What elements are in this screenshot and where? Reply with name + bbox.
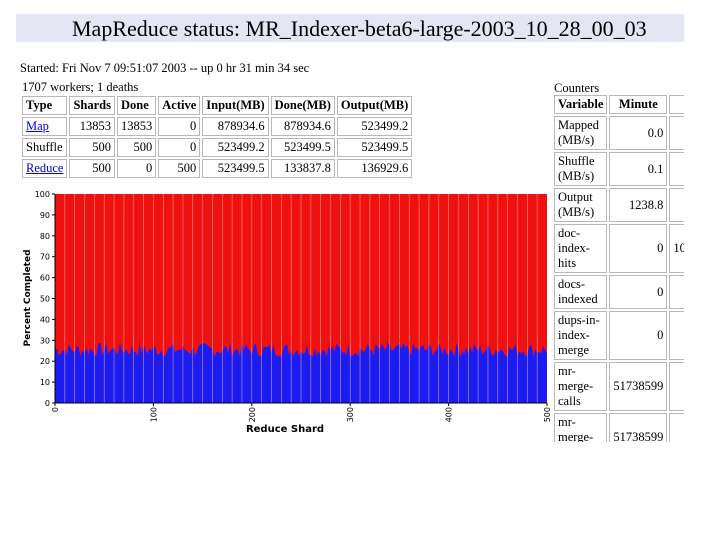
reduce-link[interactable]: Reduce [26,161,64,175]
counter-variable: Mapped (MB/s) [554,116,608,150]
counter-row: mr-merge-outputs 51738599 [554,413,684,442]
counter-value: 0 [609,311,668,360]
counter-row: Mapped (MB/s) 0.0 [554,116,684,150]
col-variable: Variable [554,95,608,114]
counter-variable: mr-merge-outputs [554,413,608,442]
plot-area [55,194,547,403]
page-title: MapReduce status: MR_Indexer-beta6-large… [72,16,647,41]
x-tick-label: 0 [51,407,60,412]
y-axis-label: Percent Completed [23,249,33,346]
y-tick-label: 80 [40,232,50,241]
cell-done: 500 [117,138,157,157]
title-bar: MapReduce status: MR_Indexer-beta6-large… [16,14,684,42]
y-tick-label: 10 [40,378,50,387]
y-tick-label: 90 [40,211,50,220]
table-row-shuffle: Shuffle 500 500 0 523499.2 523499.5 5234… [22,138,413,157]
x-tick-label: 500 [543,407,550,422]
map-link[interactable]: Map [26,119,49,133]
counter-value: 0 [609,224,668,273]
counter-row: Shuffle (MB/s) 0.1 [554,152,684,186]
counter-variable: Shuffle (MB/s) [554,152,608,186]
counters-header-row: Variable Minute [554,95,684,114]
cell-input-mb: 523499.5 [202,159,269,178]
counters-table: Variable Minute Mapped (MB/s) 0.0 Shuffl… [552,93,684,442]
cell-input-mb: 523499.2 [202,138,269,157]
y-tick-label: 100 [35,190,50,199]
cell-shards: 13853 [69,117,116,136]
col-type: Type [22,96,68,115]
counter-row: dups-in-index-merge 0 [554,311,684,360]
cell-active: 0 [158,138,201,157]
y-tick-label: 20 [40,357,50,366]
x-tick-label: 400 [445,407,454,422]
counter-row: docs-indexed 0 [554,275,684,309]
counters-panel: Variable Minute Mapped (MB/s) 0.0 Shuffl… [552,93,684,442]
cell-done: 0 [117,159,157,178]
x-tick-label: 300 [346,407,355,422]
phase-status-table: Type Shards Done Active Input(MB) Done(M… [20,94,414,180]
cell-output-mb: 523499.2 [336,117,413,136]
y-tick-label: 50 [40,295,50,304]
col-done: Done [117,96,157,115]
counter-value: 51738599 [609,362,668,411]
cell-shards: 500 [69,138,116,157]
counters-label: Counters [554,81,600,95]
counter-row: doc-index-hits 0 10 [554,224,684,273]
counter-variable: docs-indexed [554,275,608,309]
y-axis: 0 10 20 30 40 50 60 70 80 90 100 [35,190,56,408]
counter-value: 51738599 [609,413,668,442]
table-row-map: Map 13853 13853 0 878934.6 878934.6 5234… [22,117,413,136]
cell-type: Shuffle [22,138,68,157]
cell-shards: 500 [69,159,116,178]
counter-extra-value: 10 [669,224,684,273]
counter-value: 1238.8 [609,188,668,222]
counter-row: Output (MB/s) 1238.8 [554,188,684,222]
counter-variable: Output (MB/s) [554,188,608,222]
col-active: Active [158,96,201,115]
cell-done-mb: 523499.5 [270,138,335,157]
counter-value: 0 [609,275,668,309]
workers-status: 1707 workers; 1 deaths [22,80,139,94]
cell-output-mb: 523499.5 [336,138,413,157]
col-input-mb: Input(MB) [202,96,269,115]
y-tick-label: 0 [45,399,50,408]
col-extra [669,95,684,114]
col-output-mb: Output(MB) [336,96,413,115]
counter-variable: doc-index-hits [554,224,608,273]
x-axis: 0 100 200 300 400 500 [51,402,550,422]
counter-variable: dups-in-index-merge [554,311,608,360]
table-header-row: Type Shards Done Active Input(MB) Done(M… [22,96,413,115]
y-tick-label: 60 [40,274,50,283]
cell-input-mb: 878934.6 [202,117,269,136]
cell-active: 0 [158,117,201,136]
col-shards: Shards [69,96,116,115]
started-status: Started: Fri Nov 7 09:51:07 2003 -- up 0… [20,61,310,75]
cell-done-mb: 878934.6 [270,117,335,136]
counter-value: 0.1 [609,152,668,186]
x-axis-label: Reduce Shard [246,424,324,435]
x-tick-label: 100 [149,407,158,422]
cell-output-mb: 136929.6 [336,159,413,178]
counter-value: 0.0 [609,116,668,150]
cell-done: 13853 [117,117,157,136]
y-tick-label: 70 [40,253,50,262]
cell-done-mb: 133837.8 [270,159,335,178]
counter-row: mr-merge-calls 51738599 [554,362,684,411]
y-tick-label: 30 [40,336,50,345]
x-tick-label: 200 [248,407,257,422]
col-minute: Minute [609,95,668,114]
y-tick-label: 40 [40,315,50,324]
cell-active: 500 [158,159,201,178]
table-row-reduce: Reduce 500 0 500 523499.5 133837.8 13692… [22,159,413,178]
col-done-mb: Done(MB) [270,96,335,115]
counter-variable: mr-merge-calls [554,362,608,411]
